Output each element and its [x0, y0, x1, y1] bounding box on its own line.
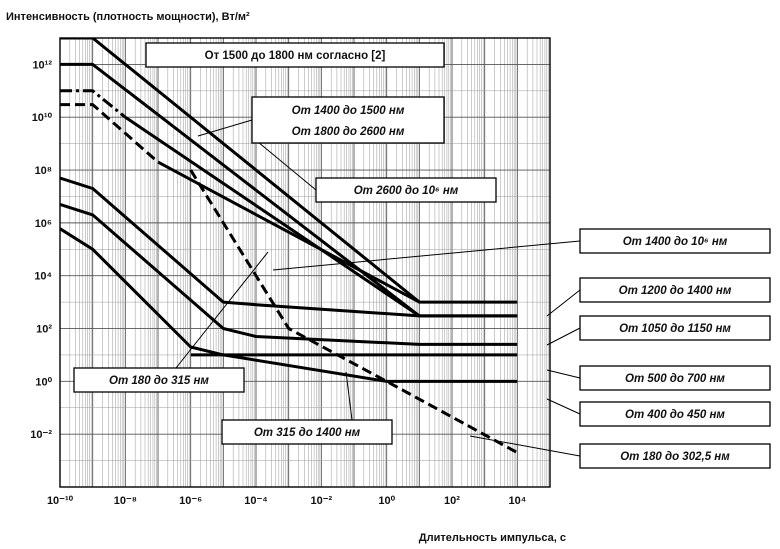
series-label: От 500 до 700 нм: [625, 373, 725, 385]
x-tick-label: 10⁻²: [310, 495, 332, 507]
label-box: [579, 228, 771, 254]
series-label: От 400 до 450 нм: [625, 409, 725, 421]
y-tick-label: 10⁶: [35, 218, 52, 230]
label-box: [579, 401, 771, 427]
plot-frame: [59, 37, 551, 488]
series-label: От 1050 до 1150 нм: [619, 323, 731, 335]
series-line: [60, 89, 127, 119]
x-tick-label: 10⁻¹⁰: [47, 495, 74, 507]
series-labels: От 1500 до 1800 нм согласно [2] От 1400 д…: [73, 42, 771, 469]
x-tick-label: 10⁰: [378, 495, 395, 507]
series-line: [60, 202, 518, 346]
series-line: [60, 227, 518, 383]
label-box: [579, 315, 771, 341]
label-box: [251, 96, 445, 144]
series-label: От 1400 до 1500 нм: [292, 105, 405, 117]
x-tick-label: 10⁴: [508, 495, 526, 507]
label-box: [315, 177, 497, 203]
series-label: От 1200 до 1400 нм: [619, 285, 732, 297]
label-leader: [546, 369, 581, 379]
label-box: [221, 419, 393, 445]
series-line: [189, 169, 519, 454]
series-line: [124, 115, 421, 318]
label-leader: [197, 119, 253, 137]
label-leader: [175, 251, 269, 369]
x-tick-label: 10²: [444, 495, 460, 507]
series-label: От 2600 до 10⁶ нм: [354, 185, 459, 197]
y-tick-label: 10¹²: [32, 59, 52, 71]
x-axis-label: Длительность импульса, с: [419, 532, 566, 544]
x-tick-label: 10⁻⁶: [179, 495, 202, 507]
y-tick-label: 10⁴: [34, 271, 52, 283]
y-tick-label: 10⁰: [35, 376, 52, 388]
label-leader: [546, 289, 581, 317]
label-leader: [345, 371, 353, 421]
label-leader: [546, 398, 581, 415]
y-tick-label: 10¹⁰: [32, 112, 53, 124]
y-axis-label: Интенсивность (плотность мощности), Вт/м…: [6, 11, 250, 23]
x-tick-label: 10⁻⁴: [244, 495, 267, 507]
series-line: [60, 38, 518, 304]
y-tick-label: 10⁻²: [30, 429, 52, 441]
label-leader: [272, 240, 581, 271]
series-line: [60, 176, 518, 318]
label-box: [579, 365, 771, 391]
series-label: От 315 до 1400 нм: [254, 427, 361, 439]
label-box: [145, 42, 445, 68]
series-label: От 180 до 302,5 нм: [620, 451, 730, 463]
label-box: [579, 443, 771, 469]
series-layer: [60, 38, 519, 454]
series-label: От 180 до 315 нм: [109, 375, 209, 387]
tick-labels: 10⁻¹⁰ 10⁻⁸ 10⁻⁶ 10⁻⁴ 10⁻² 10⁰ 10² 10⁴ 10¹² 10¹⁰ 10…: [30, 59, 526, 507]
label-leader: [257, 141, 317, 191]
label-box: [73, 367, 245, 393]
y-tick-label: 10⁸: [35, 165, 52, 177]
series-label: От 1500 до 1800 нм согласно [2]: [205, 50, 386, 62]
series-line: [60, 103, 159, 164]
label-leader: [469, 435, 581, 457]
y-tick-label: 10²: [36, 324, 52, 336]
label-leaders: [175, 119, 581, 457]
series-label: От 1400 до 10⁶ нм: [623, 236, 728, 248]
label-box: [579, 277, 771, 303]
x-tick-label: 10⁻⁸: [114, 495, 137, 507]
label-leader: [546, 327, 581, 346]
series-label: От 1800 до 2600 нм: [292, 126, 405, 138]
